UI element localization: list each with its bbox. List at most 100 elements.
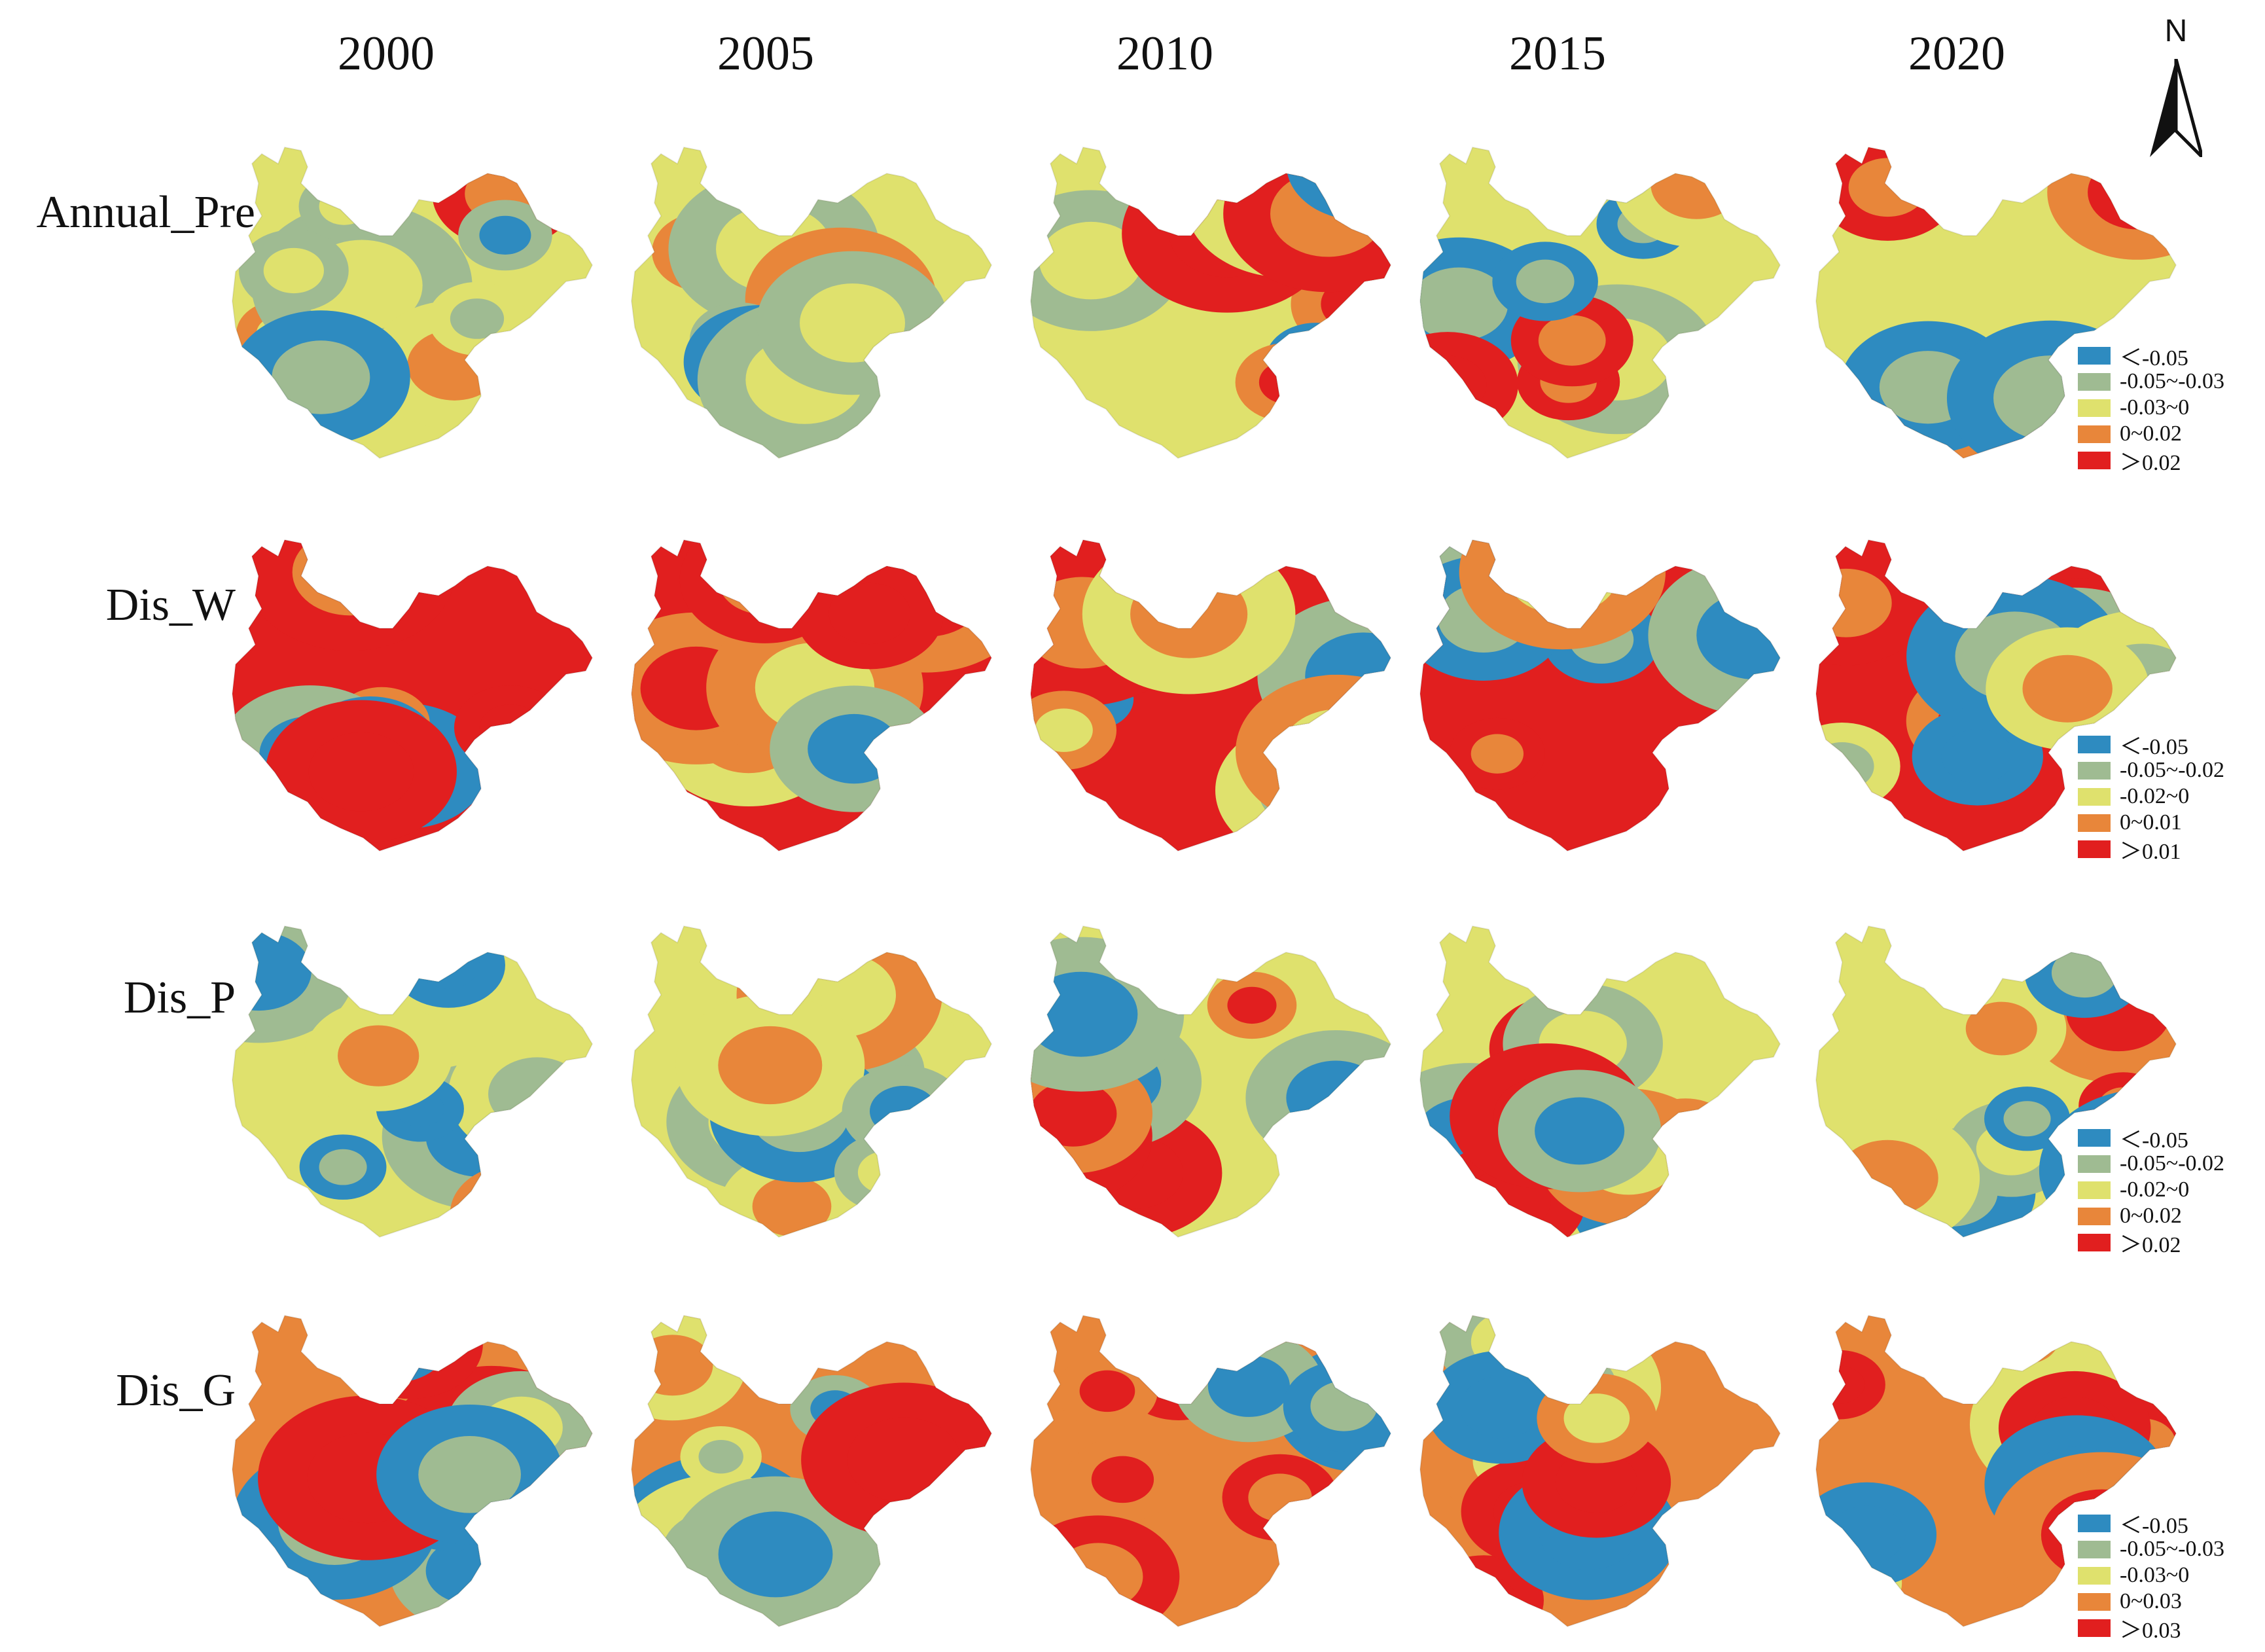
map-svg — [1419, 925, 1781, 1238]
map-zone — [829, 583, 911, 645]
legend-item: 0~0.01 — [2078, 810, 2261, 836]
map-zone — [1563, 1393, 1630, 1443]
map-svg — [630, 925, 993, 1238]
year-header-2015: 2015 — [1509, 27, 1606, 81]
legend-label: 0~0.02 — [2120, 1204, 2182, 1228]
legend-item: ＜-0.05 — [2078, 342, 2261, 370]
map-outline — [1815, 925, 2177, 1238]
map-zone — [1450, 1575, 1517, 1625]
map-panel — [1027, 530, 1394, 871]
map-outline — [630, 925, 993, 1238]
map-zone — [1941, 729, 2014, 783]
legend-swatch — [2078, 399, 2111, 417]
map-zone — [319, 187, 369, 225]
legend-item: -0.03~0 — [2078, 1562, 2261, 1589]
legend-item: -0.05~-0.03 — [2078, 368, 2261, 395]
legend-item: 0~0.02 — [2078, 1203, 2261, 1229]
legend-label: ＜-0.05 — [2120, 1128, 2188, 1153]
map-outline — [1815, 1314, 2177, 1628]
map-zone — [698, 1440, 743, 1474]
map-panel — [628, 530, 995, 871]
map-outline — [231, 1314, 594, 1628]
map-zone — [343, 1316, 448, 1383]
map-zone — [799, 283, 905, 363]
legend-swatch — [2078, 451, 2111, 469]
map-panel — [1813, 916, 2179, 1257]
map-panel — [229, 137, 596, 478]
legend-label: -0.05~-0.02 — [2120, 1151, 2225, 1176]
map-zone — [338, 1025, 419, 1086]
map-panel — [229, 530, 596, 871]
map-zone — [632, 1335, 713, 1396]
map-outline — [630, 539, 993, 852]
legend-label: -0.03~0 — [2120, 395, 2190, 420]
legend-label: -0.05~-0.03 — [2120, 1537, 2225, 1561]
map-zone — [1130, 570, 1248, 658]
legend-item: ＜-0.05 — [2078, 1510, 2261, 1538]
map-zone — [1265, 323, 1367, 399]
map-zone — [1258, 360, 1317, 404]
map-zone — [1211, 541, 1258, 577]
map-zone — [1505, 540, 1620, 615]
map-svg — [1815, 925, 2177, 1238]
map-zone — [1460, 1376, 1543, 1439]
legend-swatch — [2078, 840, 2111, 858]
map-zone — [1053, 1543, 1143, 1610]
map-zone — [1516, 259, 1575, 304]
map-zone — [417, 941, 480, 989]
legend-dis-g: ＜-0.05 -0.05~-0.03 -0.03~0 0~0.03 ＞0.03 — [2078, 1510, 2261, 1643]
map-svg — [1029, 925, 1392, 1238]
legend-swatch — [2078, 761, 2111, 780]
map-outline — [1419, 146, 1781, 459]
legend-swatch — [2078, 425, 2111, 443]
map-zone — [1031, 1081, 1117, 1147]
map-panel — [1417, 530, 1783, 871]
map-zone — [1082, 540, 1296, 694]
map-svg — [1815, 539, 2177, 852]
map-outline — [1419, 539, 1781, 852]
legend-swatch — [2078, 1592, 2111, 1611]
legend-swatch — [2078, 372, 2111, 391]
legend-item: ＜-0.05 — [2078, 731, 2261, 759]
map-zone — [263, 247, 324, 294]
map-panel — [1813, 1306, 2179, 1646]
map-outline — [1029, 146, 1392, 459]
map-zone — [479, 215, 531, 255]
legend-item: 0~0.02 — [2078, 421, 2261, 447]
map-zone — [488, 1057, 586, 1131]
legend-label: 0~0.03 — [2120, 1589, 2182, 1613]
map-zone — [1560, 147, 1647, 200]
map-zone — [883, 717, 991, 840]
legend-swatch — [2078, 787, 2111, 806]
north-letter: N — [2164, 14, 2188, 48]
legend-label: ＞0.03 — [2120, 1618, 2181, 1643]
map-zone — [1227, 986, 1277, 1024]
legend-swatch — [2078, 346, 2111, 365]
map-zone — [366, 1321, 425, 1365]
map-outline — [630, 1314, 993, 1628]
legend-label: ＜-0.05 — [2120, 734, 2188, 759]
map-zone — [1235, 342, 1341, 422]
map-zone — [1286, 1060, 1385, 1136]
map-outline — [231, 146, 594, 459]
legend-swatch — [2078, 814, 2111, 832]
map-zone — [1538, 315, 1606, 366]
map-zone — [808, 713, 901, 784]
map-zone — [1288, 340, 1344, 382]
map-outline — [231, 925, 594, 1238]
row-label-annual-pre: Annual_Pre — [36, 187, 255, 238]
year-header-2010: 2010 — [1116, 27, 1213, 81]
map-outline — [1029, 539, 1392, 852]
map-zone — [308, 732, 414, 812]
map-panel — [1027, 916, 1394, 1257]
map-outline — [630, 146, 993, 459]
legend-item: ＞0.02 — [2078, 1229, 2261, 1257]
map-zone — [1091, 1456, 1154, 1503]
map-zone — [1539, 540, 1616, 587]
map-zone — [2098, 1087, 2149, 1124]
legend-swatch — [2078, 1128, 2111, 1147]
map-panel — [1027, 137, 1394, 478]
legend-item: -0.05~-0.02 — [2078, 757, 2261, 783]
map-outline — [1815, 539, 2177, 852]
map-outline — [1419, 925, 1781, 1238]
